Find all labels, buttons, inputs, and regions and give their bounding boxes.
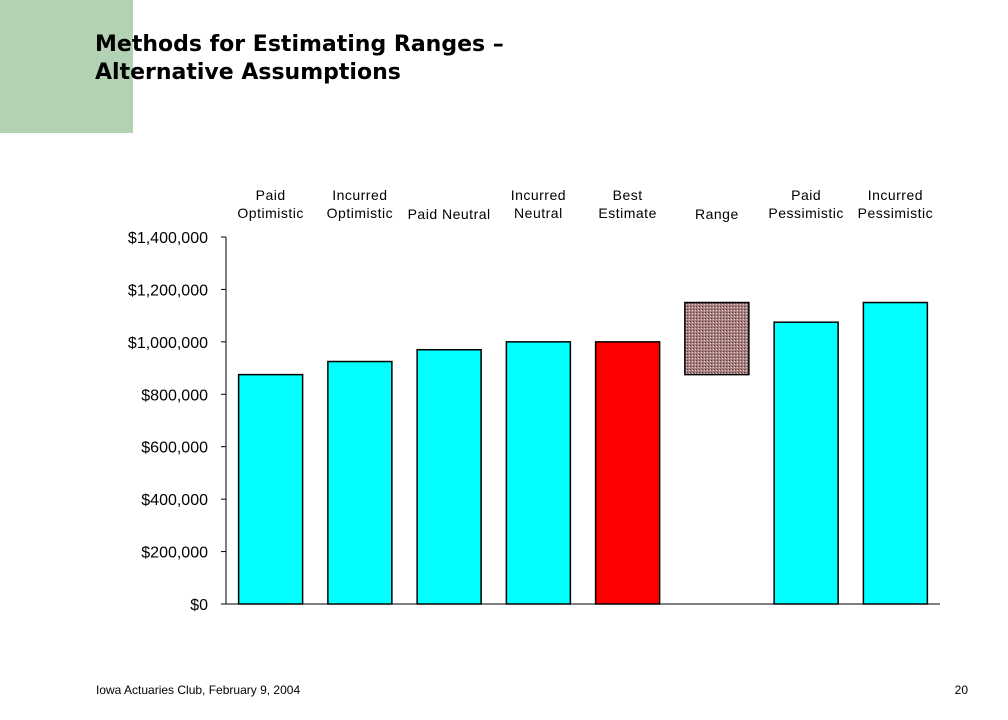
slide-accent-block xyxy=(0,0,133,133)
category-label: Range xyxy=(695,206,739,222)
page-number: 20 xyxy=(954,683,968,697)
y-tick-label: $1,400,000 xyxy=(128,230,208,247)
category-label: Paid Neutral xyxy=(408,206,491,222)
category-label: Incurred Optimistic xyxy=(327,187,393,221)
y-tick-label: $400,000 xyxy=(141,492,208,509)
footer-text: Iowa Actuaries Club, February 9, 2004 xyxy=(96,683,301,697)
y-tick-label: $0 xyxy=(190,597,208,614)
bar xyxy=(327,360,393,605)
bar xyxy=(862,301,929,605)
bar xyxy=(505,341,572,605)
y-tick-label: $1,200,000 xyxy=(128,282,208,299)
category-label: Best Estimate xyxy=(598,187,656,221)
bar xyxy=(773,321,839,605)
y-tick-label: $1,000,000 xyxy=(128,335,208,352)
bar xyxy=(416,348,482,605)
y-tick-label: $200,000 xyxy=(141,545,208,562)
slide-title: Methods for Estimating Ranges – Alternat… xyxy=(95,32,504,85)
category-label: Paid Pessimistic xyxy=(768,187,844,221)
category-label: Incurred Neutral xyxy=(511,187,566,221)
bar xyxy=(237,373,304,605)
y-tick-label: $800,000 xyxy=(141,387,208,404)
category-label: Paid Optimistic xyxy=(237,187,303,221)
category-label: Incurred Pessimistic xyxy=(858,187,934,221)
y-tick-label: $600,000 xyxy=(141,440,208,457)
range-box xyxy=(684,301,750,376)
bar xyxy=(594,341,661,605)
